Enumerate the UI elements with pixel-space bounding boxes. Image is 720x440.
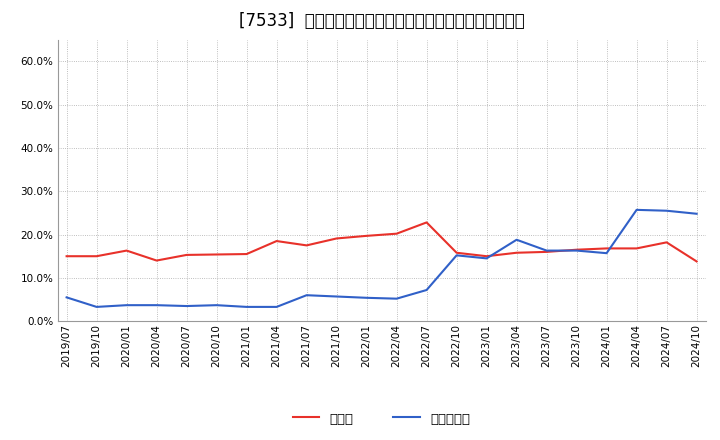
有利子負債 bbox=[212, 303, 221, 308]
現頲金 bbox=[422, 220, 431, 225]
有利子負債 bbox=[602, 250, 611, 256]
有利子負債 bbox=[662, 208, 671, 213]
現頲金 bbox=[302, 243, 311, 248]
現頲金 bbox=[92, 253, 101, 259]
Line: 有利子負債: 有利子負債 bbox=[66, 210, 697, 307]
現頲金 bbox=[513, 250, 521, 255]
有利子負債 bbox=[362, 295, 371, 301]
Line: 現頲金: 現頲金 bbox=[66, 223, 697, 261]
有利子負債 bbox=[452, 253, 461, 258]
有利子負債 bbox=[242, 304, 251, 310]
現頲金 bbox=[452, 250, 461, 255]
有利子負債 bbox=[122, 303, 131, 308]
有利子負債 bbox=[513, 237, 521, 242]
現頲金 bbox=[242, 251, 251, 257]
現頲金 bbox=[542, 249, 551, 254]
有利子負債 bbox=[392, 296, 401, 301]
有利子負債 bbox=[182, 304, 191, 309]
現頲金 bbox=[572, 247, 581, 253]
有利子負債 bbox=[302, 293, 311, 298]
Title: [7533]  現預金、有利子負債の総資産に対する比率の推移: [7533] 現預金、有利子負債の総資産に対する比率の推移 bbox=[239, 12, 524, 30]
有利子負債 bbox=[333, 294, 341, 299]
現頲金 bbox=[62, 253, 71, 259]
有利子負債 bbox=[482, 256, 491, 261]
現頲金 bbox=[182, 252, 191, 257]
有利子負債 bbox=[272, 304, 281, 310]
有利子負債 bbox=[153, 303, 161, 308]
現頲金 bbox=[602, 246, 611, 251]
現頲金 bbox=[362, 233, 371, 238]
有利子負債 bbox=[693, 211, 701, 216]
有利子負債 bbox=[62, 295, 71, 300]
有利子負債 bbox=[542, 248, 551, 253]
有利子負債 bbox=[92, 304, 101, 310]
現頲金 bbox=[662, 240, 671, 245]
現頲金 bbox=[272, 238, 281, 244]
現頲金 bbox=[693, 259, 701, 264]
現頲金 bbox=[482, 253, 491, 259]
有利子負債 bbox=[632, 207, 641, 213]
現頲金 bbox=[153, 258, 161, 263]
有利子負債 bbox=[422, 287, 431, 293]
現頲金 bbox=[392, 231, 401, 236]
現頲金 bbox=[333, 236, 341, 241]
現頲金 bbox=[632, 246, 641, 251]
現頲金 bbox=[212, 252, 221, 257]
Legend: 現頲金, 有利子負債: 現頲金, 有利子負債 bbox=[293, 412, 470, 426]
現頲金 bbox=[122, 248, 131, 253]
有利子負債 bbox=[572, 248, 581, 253]
